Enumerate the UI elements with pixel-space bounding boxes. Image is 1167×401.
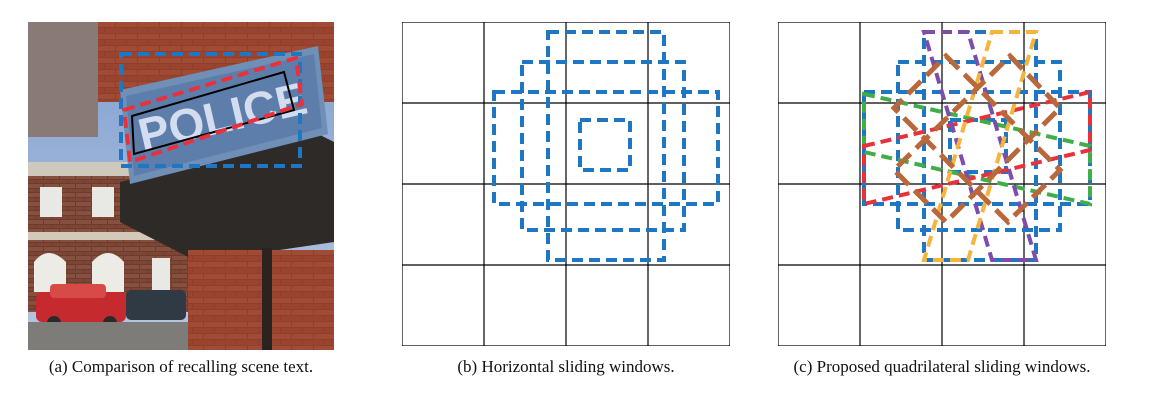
quadrilateral-windows: [862, 30, 1092, 262]
ground-truth-box: [130, 70, 296, 156]
panel-b: [402, 22, 730, 346]
grid: [402, 22, 730, 346]
window-rotated-green: [862, 91, 1092, 207]
window-small: [948, 118, 1008, 174]
horizontal-windows: [492, 30, 720, 262]
window-tall: [546, 30, 666, 262]
window-diamond-a: [890, 52, 1064, 226]
panel-a: POLICE: [28, 22, 334, 350]
horizontal-windows-diagram: [402, 22, 730, 346]
quadrilateral-windows-diagram: [778, 22, 1106, 346]
caption-a: (a) Comparison of recalling scene text.: [48, 357, 314, 376]
window-small: [578, 118, 632, 172]
window-wide: [492, 90, 720, 206]
window-square-large: [520, 60, 686, 232]
window-tall: [922, 30, 1038, 262]
quadrilateral-window-box: [121, 55, 305, 165]
caption-c: (c) Proposed quadrilateral sliding windo…: [793, 357, 1091, 376]
horizontal-window-box: [119, 52, 302, 168]
panel-c: [778, 22, 1106, 346]
window-square-large: [896, 60, 1062, 232]
scene-photo: POLICE: [28, 22, 334, 350]
window-rotated-purple: [921, 30, 1039, 262]
grid: [778, 22, 1106, 346]
caption-b: (b) Horizontal sliding windows.: [457, 357, 675, 376]
window-rotated-yellow: [921, 30, 1039, 262]
